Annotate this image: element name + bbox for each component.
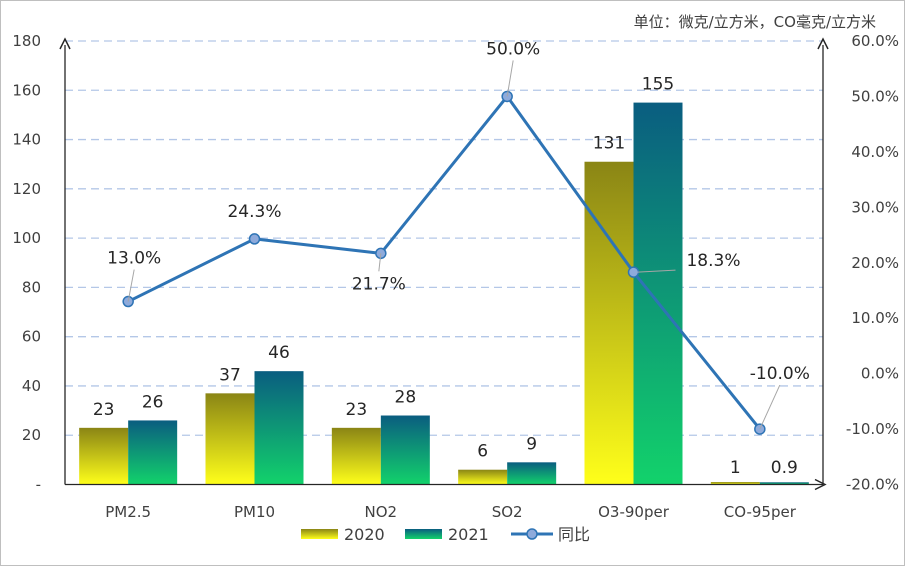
y-left-axis-arrow: [59, 37, 71, 50]
data-labels: 23 37 23 6 131 1 26 46 28 9 155 0.9 13.0% 24.3% 21.7% 5…: [93, 39, 810, 478]
y-left-tick-label: 80: [22, 278, 41, 296]
legend-marker-yoy: [526, 528, 538, 540]
yoy-value-label: 21.7%: [352, 274, 406, 294]
bar-value-label: 28: [395, 388, 417, 408]
y-right-axis-arrow: [817, 37, 829, 50]
legend: 2020 2021 同比: [301, 525, 590, 544]
legend-swatch-2021: [405, 529, 442, 539]
yoy-value-label: 13.0%: [107, 249, 161, 269]
category-label: PM2.5: [105, 503, 151, 521]
category-label: SO2: [492, 503, 523, 521]
bar-2020: [79, 427, 129, 485]
bar-value-label: 23: [93, 400, 115, 420]
label-leader-line: [378, 253, 382, 272]
label-leader-line: [759, 384, 781, 430]
y-right-tick-label: 10.0%: [851, 309, 899, 327]
y-right-tick-label: -20.0%: [846, 476, 899, 494]
y-left-tick-label: 140: [12, 131, 41, 149]
category-label: NO2: [365, 503, 398, 521]
bar-value-label: 23: [346, 400, 368, 420]
y-right-tick-label: 30.0%: [851, 198, 899, 216]
yoy-point: [501, 90, 513, 103]
legend-swatch-2020: [301, 529, 338, 539]
bar-value-label: 155: [642, 75, 674, 95]
bar-value-label: 6: [477, 442, 488, 462]
bar-value-label: 0.9: [771, 458, 798, 478]
yoy-point: [627, 266, 640, 278]
yoy-polyline: [127, 94, 762, 431]
y-right-tick-label: 60.0%: [851, 32, 899, 50]
label-leader-line: [637, 269, 676, 273]
gridlines: [65, 40, 823, 436]
y-left-tick-label: 40: [22, 377, 41, 395]
y-left-tick-label: -: [36, 476, 41, 494]
yoy-value-label: 18.3%: [686, 251, 740, 271]
label-leader-line: [506, 60, 514, 97]
y-left-tick-label: 60: [22, 328, 41, 346]
yoy-value-label: 24.3%: [227, 202, 281, 222]
category-label: PM10: [234, 503, 275, 521]
bar-2021: [254, 371, 304, 485]
category-label: O3-90per: [598, 503, 670, 521]
bar-2020: [331, 427, 381, 485]
yoy-point: [248, 233, 261, 245]
bar-2021: [507, 462, 557, 485]
category-label: CO-95per: [724, 503, 797, 521]
yoy-value-label: 50.0%: [486, 39, 540, 59]
bar-2021: [380, 415, 430, 485]
bar-value-label: 131: [593, 134, 625, 154]
y-left-tick-label: 160: [12, 81, 41, 99]
legend-label-2020: 2020: [344, 525, 385, 544]
unit-note: 单位：微克/立方米，CO毫克/立方米: [633, 13, 876, 31]
label-leader-line: [127, 269, 135, 302]
y-left-tick-label: 20: [22, 426, 41, 444]
axes: - 20 40 60 80 100 120 140 160 180 -20.0% -10.0% 0.0%…: [12, 32, 899, 521]
bar-value-label: 46: [268, 343, 290, 363]
y-left-tick-label: 100: [12, 229, 41, 247]
bar-2020: [584, 161, 634, 485]
bars: [79, 102, 809, 485]
x-axis-arrow: [814, 478, 827, 491]
yoy-point: [122, 295, 134, 308]
bar-2021: [128, 420, 178, 485]
y-right-tick-label: 20.0%: [851, 254, 899, 272]
bar-value-label: 9: [526, 434, 537, 454]
legend-label-yoy: 同比: [558, 525, 590, 544]
bar-2020: [710, 482, 760, 485]
legend-label-2021: 2021: [448, 525, 489, 544]
bar-value-label: 26: [142, 392, 164, 412]
y-right-tick-label: 40.0%: [851, 143, 899, 161]
y-right-tick-label: 50.0%: [851, 87, 899, 105]
y-right-tick-label: 0.0%: [861, 365, 899, 383]
bar-value-label: 37: [219, 365, 241, 385]
bar-2021: [759, 482, 809, 485]
bar-2021: [633, 102, 683, 485]
bar-2020: [458, 469, 508, 485]
y-left-tick-label: 180: [12, 32, 41, 50]
bar-2020: [205, 393, 255, 485]
bar-value-label: 1: [730, 458, 741, 478]
y-left-tick-label: 120: [12, 180, 41, 198]
yoy-value-label: -10.0%: [750, 364, 810, 384]
y-right-tick-label: -10.0%: [846, 420, 899, 438]
